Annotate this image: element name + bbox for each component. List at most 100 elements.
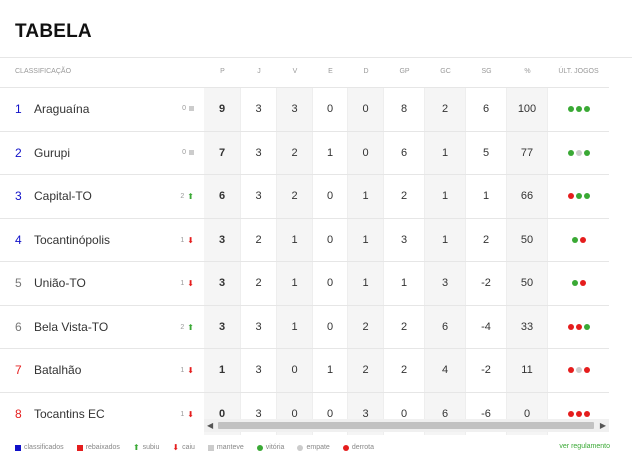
team-row[interactable]: 2 Gurupi 0 — [0, 130, 204, 175]
position-number: 8 — [15, 406, 22, 421]
last-games-cell — [548, 175, 609, 218]
arrow-up-icon: ⬆ — [187, 322, 194, 332]
stat-cell: 1 — [348, 175, 384, 218]
points-cell: 3 — [204, 262, 241, 305]
team-row[interactable]: 4 Tocantinópolis 1 ⬇ — [0, 217, 204, 262]
last-games-dots — [571, 236, 586, 243]
result-win-icon — [567, 149, 574, 156]
position-number: 4 — [15, 232, 22, 247]
stat-cell: -2 — [466, 349, 507, 392]
position-variation: 2 ⬆ — [180, 323, 194, 332]
stat-cell: -4 — [466, 305, 507, 348]
standings-stats-grid: 9 3 3 0 0 8 2 6 100 7 3 2 1 0 6 1 5 77 6 3 2 0 1 2 1 1 66 3 2 1 0 1 3 1 2 5… — [204, 87, 609, 435]
horizontal-scrollbar[interactable]: ◀ ▶ — [204, 419, 609, 432]
points-cell: 3 — [204, 218, 241, 261]
dot-icon — [256, 444, 263, 451]
stat-cell: 0 — [313, 88, 348, 131]
legend-label: vitória — [265, 444, 285, 451]
scroll-right-icon[interactable]: ▶ — [599, 421, 606, 430]
last-games-cell — [548, 393, 609, 436]
regulation-link[interactable]: ver regulamento — [559, 443, 610, 450]
square-icon — [76, 444, 83, 451]
stat-cell: 3 — [384, 218, 425, 261]
legend-label: manteve — [216, 444, 244, 451]
result-draw-icon — [575, 367, 582, 374]
stat-cell: 3 — [241, 175, 277, 218]
team-name[interactable]: Capital-TO — [34, 189, 92, 203]
result-loss-icon — [567, 193, 574, 200]
column-header: D — [363, 68, 369, 75]
position-variation: 1 ⬇ — [180, 410, 194, 419]
arrow-down-icon: ⬇ — [187, 409, 194, 419]
result-win-icon — [571, 236, 578, 243]
stat-cell: 2 — [241, 218, 277, 261]
last-games-cell — [548, 219, 609, 262]
team-row[interactable]: 7 Batalhão 1 ⬇ — [0, 348, 204, 392]
arrow-down-icon: ⬇ — [187, 279, 194, 288]
last-games-dots — [567, 149, 590, 156]
result-loss-icon — [579, 236, 586, 243]
stat-cell: 2 — [384, 305, 425, 348]
team-name[interactable]: Araguaína — [34, 102, 90, 116]
stat-cell: 3 — [241, 131, 277, 174]
square-icon — [189, 149, 194, 155]
team-name[interactable]: Batalhão — [34, 363, 82, 377]
last-games-dots — [567, 367, 590, 374]
position-number: 6 — [15, 319, 22, 334]
variation-count: 1 — [180, 236, 185, 244]
last-games-cell — [548, 132, 609, 175]
last-games-cell — [548, 88, 609, 131]
legend-label: classificados — [24, 444, 64, 451]
legend-item: derrota — [342, 444, 374, 451]
table-row: 9 3 3 0 0 8 2 6 100 — [204, 87, 609, 131]
stat-cell: 1 — [277, 262, 313, 305]
team-name[interactable]: Gurupi — [34, 145, 71, 160]
team-row[interactable]: 1 Araguaína 0 — [0, 87, 204, 131]
result-win-icon — [583, 149, 590, 156]
stat-cell: 1 — [313, 131, 348, 174]
result-win-icon — [575, 106, 582, 113]
title-divider — [0, 57, 632, 58]
stat-cell: 6 — [466, 88, 507, 131]
arrow-down-icon: ⬇ — [172, 443, 180, 452]
legend-item: empate — [297, 444, 330, 451]
legend-item: manteve — [207, 444, 244, 451]
stat-cell: 0 — [277, 349, 313, 392]
stat-cell: 1 — [348, 218, 384, 261]
team-name[interactable]: Tocantinópolis — [34, 232, 111, 247]
stat-cell: 50 — [507, 262, 548, 305]
team-name[interactable]: Bela Vista-TO — [34, 319, 109, 334]
square-icon — [189, 106, 194, 111]
result-loss-icon — [567, 323, 574, 330]
team-row[interactable]: 8 Tocantins EC 1 ⬇ — [0, 391, 204, 436]
stat-cell: 2 — [241, 262, 277, 305]
team-row[interactable]: 6 Bela Vista-TO 2 ⬆ — [0, 304, 204, 349]
team-row[interactable]: 3 Capital-TO 2 ⬆ — [0, 174, 204, 218]
scrollbar-thumb[interactable] — [218, 422, 594, 429]
stat-cell: 50 — [507, 218, 548, 261]
scroll-left-icon[interactable]: ◀ — [207, 421, 214, 430]
stat-cell: 0 — [384, 392, 425, 435]
stat-cell: 0 — [313, 175, 348, 218]
column-header: ÚLT. JOGOS — [558, 68, 599, 75]
last-games-cell — [548, 306, 609, 349]
variation-count: 0 — [182, 148, 186, 156]
team-name[interactable]: Tocantins EC — [34, 406, 105, 421]
team-row[interactable]: 5 União-TO 1 ⬇ — [0, 261, 204, 305]
variation-count: 1 — [180, 367, 185, 374]
table-row: 6 3 2 0 1 2 1 1 66 — [204, 174, 609, 218]
position-variation: 2 ⬆ — [180, 192, 194, 201]
position-variation: 1 ⬇ — [180, 279, 194, 288]
legend-item: rebaixados — [76, 444, 120, 451]
position-number: 1 — [15, 102, 22, 116]
table-row: 3 2 1 0 1 1 3 -2 50 — [204, 261, 609, 305]
result-loss-icon — [583, 367, 590, 374]
result-loss-icon — [579, 280, 586, 287]
stat-cell: 3 — [241, 349, 277, 392]
team-name[interactable]: União-TO — [34, 276, 86, 290]
legend-item: vitória — [256, 444, 285, 451]
last-games-dots — [567, 410, 590, 417]
stat-cell: 0 — [348, 131, 384, 174]
legend-item: ⬆ subiu — [133, 443, 159, 452]
result-win-icon — [583, 106, 590, 113]
